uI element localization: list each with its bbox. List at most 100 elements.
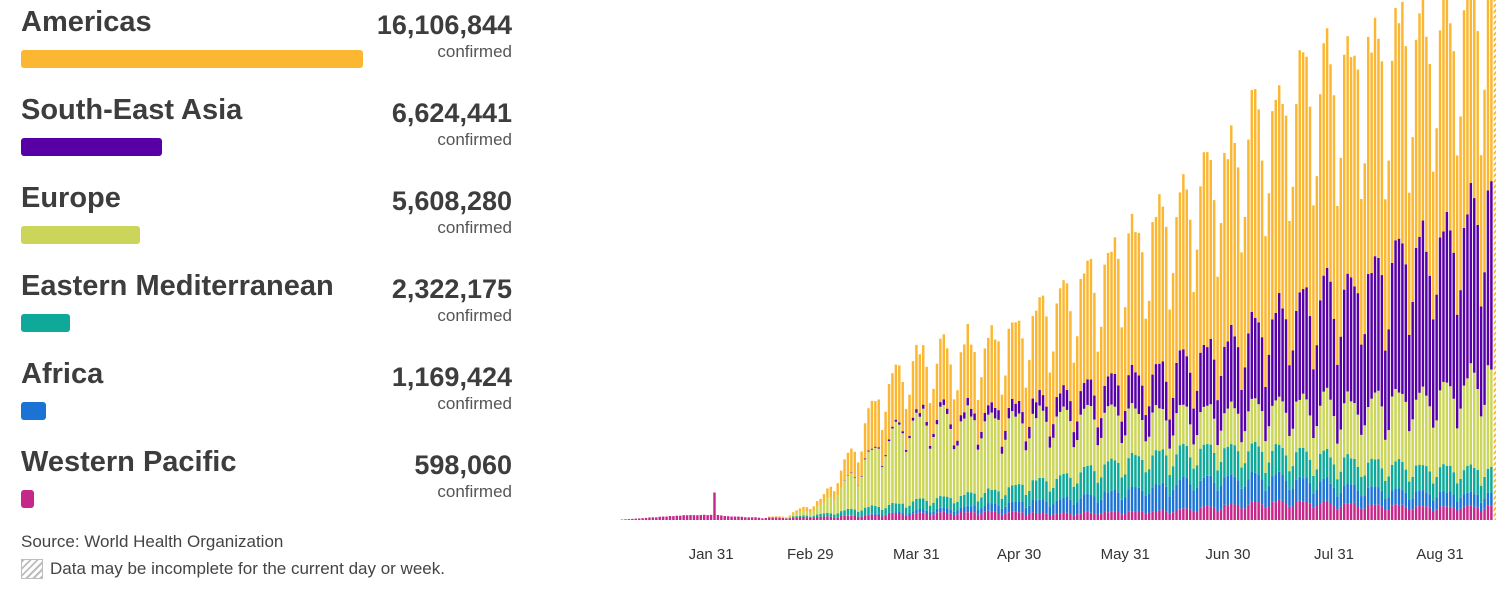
bar-africa <box>983 505 987 512</box>
bar-sea <box>1408 334 1411 432</box>
bar-wpr <box>959 512 963 520</box>
bar-wpr <box>665 516 668 520</box>
bar-americas <box>1024 387 1028 442</box>
bar-americas <box>1147 300 1151 407</box>
bar-emr <box>1366 462 1370 488</box>
bar-europe <box>1062 406 1065 474</box>
bar-americas <box>1319 94 1322 301</box>
bar-sea <box>1291 350 1295 429</box>
bar-europe <box>901 433 904 504</box>
bar-emr <box>1380 468 1384 491</box>
bar-wpr <box>1325 500 1329 520</box>
bar-europe <box>1349 401 1353 459</box>
bar-europe <box>1455 428 1459 484</box>
bar-americas <box>1411 137 1414 302</box>
bar-emr <box>1134 455 1137 488</box>
bar-africa <box>1011 501 1014 512</box>
bar-sea <box>1257 322 1260 405</box>
bar-sea <box>1113 373 1117 407</box>
bar-africa <box>997 505 1000 513</box>
bar-wpr <box>1452 507 1455 520</box>
bar-americas <box>894 364 898 420</box>
bar-wpr <box>1106 512 1110 520</box>
bar-wpr <box>1366 504 1370 520</box>
bar-wpr <box>805 517 809 520</box>
bar-sea <box>1476 224 1479 390</box>
bar-wpr <box>976 514 980 520</box>
bar-africa <box>1390 490 1394 506</box>
bar-americas <box>1103 264 1106 386</box>
bar-emr <box>942 496 946 508</box>
bar-wpr <box>634 518 637 520</box>
bar-sea <box>1390 262 1394 397</box>
bar-europe <box>1011 411 1014 486</box>
bar-americas <box>963 344 966 413</box>
bar-sea <box>1445 211 1449 383</box>
bar-sea <box>894 419 898 422</box>
bar-americas <box>1096 351 1100 428</box>
bar-americas <box>1120 327 1123 422</box>
bar-wpr <box>812 517 815 520</box>
bar-africa <box>1462 494 1466 507</box>
bar-emr <box>1428 471 1432 495</box>
region-count: 2,322,175 <box>391 274 512 304</box>
bar-europe <box>829 497 833 514</box>
bar-africa <box>1117 492 1120 512</box>
bar-europe <box>966 405 969 493</box>
bar-emr <box>1233 445 1236 477</box>
bar-americas <box>1438 30 1442 238</box>
bar-europe <box>1366 406 1370 463</box>
bar-emr <box>1486 468 1490 493</box>
bar-wpr <box>1120 514 1123 520</box>
bar-wpr <box>1216 511 1219 520</box>
bar-americas <box>1380 61 1384 276</box>
bar-emr <box>815 514 819 517</box>
bar-europe <box>1226 408 1230 447</box>
bar-wpr <box>1024 515 1028 520</box>
bar-sea <box>1099 418 1103 438</box>
bar-europe <box>1384 439 1387 481</box>
bar-emr <box>1401 461 1404 491</box>
bar-americas <box>935 363 939 420</box>
bar-americas <box>1277 85 1281 294</box>
bar-sea <box>1349 277 1353 402</box>
bar-sea <box>901 431 904 434</box>
bar-emr <box>1288 471 1291 490</box>
bar-africa <box>1476 494 1479 508</box>
bar-europe <box>1079 414 1082 473</box>
bar-wpr <box>1096 514 1100 520</box>
bar-emr <box>945 496 949 509</box>
region-row-emr: Eastern Mediterranean 2,322,175 confirmed <box>21 264 516 352</box>
bar-wpr <box>935 512 939 520</box>
bar-americas <box>880 430 884 467</box>
x-tick-label: Jul 31 <box>1314 546 1354 563</box>
bar-wpr <box>1123 513 1127 520</box>
bar-wpr <box>1185 508 1189 520</box>
bar-europe <box>1028 438 1031 491</box>
bar-emr <box>1349 458 1353 485</box>
bar-americas <box>928 403 932 446</box>
bar-emr <box>1195 465 1199 488</box>
bar-africa <box>1017 501 1021 513</box>
bar-americas <box>1178 192 1182 351</box>
bar-sea <box>993 407 997 419</box>
bar-americas <box>812 506 815 511</box>
bar-emr <box>894 503 898 513</box>
bar-africa <box>1493 492 1497 507</box>
bar-emr <box>1370 458 1373 487</box>
bar-wpr <box>966 512 969 520</box>
bar-sea <box>1493 180 1497 363</box>
bar-sea <box>949 424 952 429</box>
bar-wpr <box>891 513 894 520</box>
bar-africa <box>1325 477 1329 501</box>
bar-europe <box>898 424 901 504</box>
bar-africa <box>1230 474 1233 503</box>
bar-europe <box>1356 414 1360 467</box>
bar-wpr <box>1219 509 1223 520</box>
bar-emr <box>993 489 997 504</box>
bar-africa <box>1267 485 1271 507</box>
bar-emr <box>1076 483 1079 503</box>
bar-africa <box>1000 508 1004 515</box>
bar-sea <box>1158 363 1161 409</box>
bar-wpr <box>1031 512 1034 520</box>
